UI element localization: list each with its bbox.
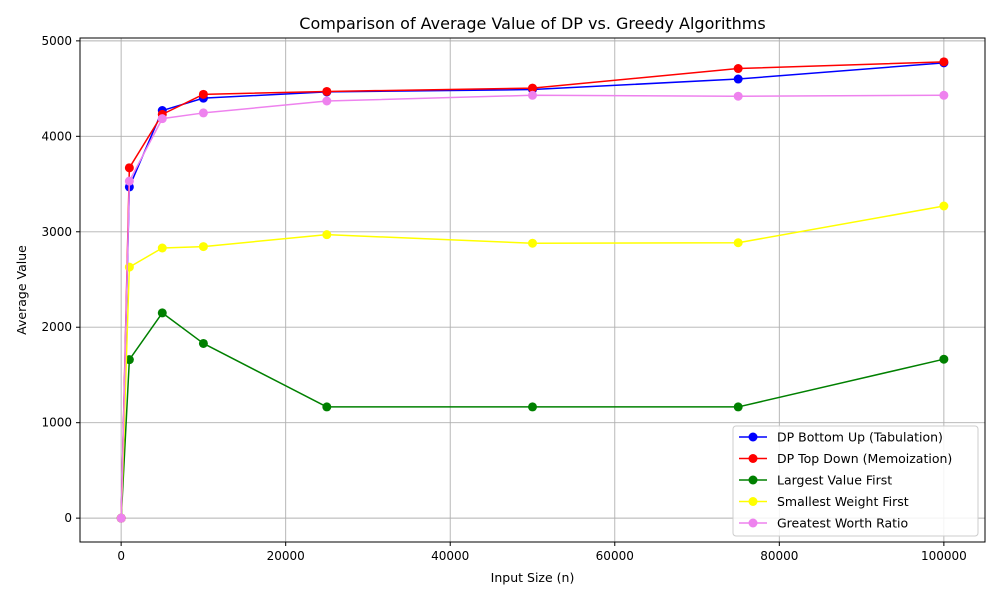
data-point	[198, 338, 208, 348]
series-line	[120, 205, 944, 519]
data-point	[733, 238, 743, 248]
y-tick-label: 0	[64, 511, 72, 525]
data-point	[157, 114, 167, 124]
data-point	[198, 242, 208, 252]
data-point	[157, 308, 167, 318]
data-point	[733, 402, 743, 412]
legend-label: Greatest Worth Ratio	[777, 516, 908, 531]
data-point	[124, 163, 134, 173]
data-point	[528, 402, 537, 412]
data-point	[322, 86, 332, 96]
x-tick-label: 60000	[596, 549, 634, 563]
data-point	[322, 402, 332, 412]
y-tick-label: 1000	[41, 416, 72, 430]
series-line	[120, 62, 944, 519]
data-point	[528, 238, 537, 248]
x-tick-label: 0	[117, 549, 125, 563]
legend-marker	[748, 497, 758, 506]
legend-label: Largest Value First	[777, 473, 892, 488]
legend-item: Greatest Worth Ratio	[739, 516, 908, 531]
series-line	[120, 61, 944, 519]
data-point	[157, 243, 167, 253]
legend-label: DP Top Down (Memoization)	[777, 451, 952, 466]
data-point	[198, 108, 208, 118]
data-point	[939, 57, 949, 67]
legend: DP Bottom Up (Tabulation) DP Top Down (Me…	[732, 425, 979, 537]
data-point	[528, 83, 537, 93]
legend-item: Largest Value First	[739, 473, 892, 488]
legend-marker	[748, 454, 758, 463]
legend-label: Smallest Weight First	[777, 494, 909, 509]
legend-box	[732, 425, 979, 537]
series-layer	[116, 57, 949, 523]
legend-item: Smallest Weight First	[739, 494, 909, 509]
y-tick-label: 5000	[41, 34, 72, 48]
axis-ticks: 0 20000 40000 60000 80000 100000 0 1000 2000 3000…	[41, 34, 966, 563]
series-4	[116, 90, 949, 523]
series-line	[120, 312, 945, 519]
y-tick-label: 4000	[41, 129, 72, 143]
legend-item: DP Bottom Up (Tabulation)	[739, 430, 943, 445]
legend-marker	[748, 432, 758, 442]
y-tick-label: 3000	[41, 225, 72, 239]
x-tick-label: 100000	[921, 549, 967, 563]
data-point	[939, 354, 949, 364]
data-point	[116, 513, 126, 523]
data-point	[733, 91, 743, 101]
legend-item: DP Top Down (Memoization)	[739, 451, 952, 466]
legend-marker	[748, 518, 758, 528]
data-point	[322, 96, 332, 106]
data-point	[939, 90, 949, 100]
legend-marker	[748, 475, 758, 485]
data-point	[733, 74, 743, 84]
x-tick-label: 40000	[431, 549, 469, 563]
data-point	[198, 89, 208, 99]
data-point	[124, 262, 134, 272]
data-point	[322, 230, 332, 240]
series-line	[120, 94, 944, 519]
y-axis-label: Average Value	[14, 245, 29, 335]
y-tick-label: 2000	[41, 320, 72, 334]
x-tick-label: 80000	[760, 549, 798, 563]
x-tick-label: 20000	[267, 549, 305, 563]
data-point	[124, 176, 134, 186]
data-point	[939, 201, 949, 211]
x-axis-label: Input Size (n)	[491, 570, 575, 585]
plot-area-frame	[79, 37, 986, 543]
data-point	[528, 90, 537, 100]
data-point	[733, 64, 743, 74]
chart-title: Comparison of Average Value of DP vs. Gr…	[299, 14, 765, 33]
legend-label: DP Bottom Up (Tabulation)	[777, 430, 943, 445]
